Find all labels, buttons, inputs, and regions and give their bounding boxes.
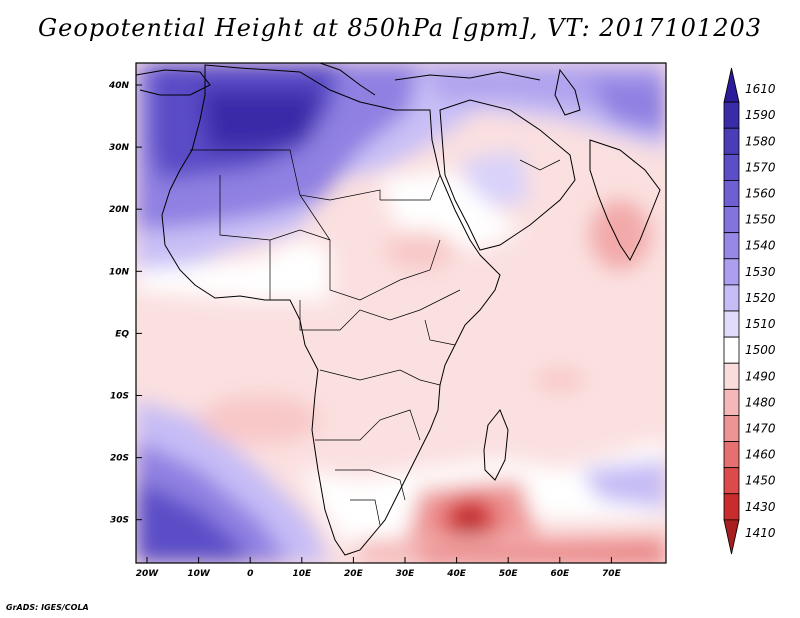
colorbar-swatch [723,519,740,555]
lat-tick-label: 30S [110,516,129,526]
colorbar-label: 1500 [745,343,776,357]
lon-tick-label: 70E [602,569,622,579]
lon-tick-label: 60E [550,569,570,579]
colorbar-swatch [723,153,740,181]
colorbar-swatch [723,388,740,416]
lat-tick-label: 20S [110,454,129,464]
colorbar-label: 1560 [745,187,776,201]
colorbar-label: 1490 [745,369,776,383]
colorbar-label: 1470 [745,422,776,436]
lat-tick-label: 40N [108,81,130,91]
colorbar-label: 1580 [745,134,776,148]
lat-tick-label: 10S [110,392,129,402]
colorbar-swatch [723,493,740,521]
colorbar-swatch [723,258,740,286]
colorbar-label: 1480 [745,395,776,409]
colorbar-label: 1570 [745,160,776,174]
colorbar-label: 1510 [745,317,776,331]
colorbar-swatch [723,441,740,469]
colorbar-label: 1540 [745,239,776,253]
colorbar-swatch [723,467,740,495]
longitude-axis: 20W 10W 0 10E 20E 30E 40E 50E 60E 70E [136,557,622,579]
colorbar-label: 1590 [745,108,776,122]
colorbar-label: 1430 [745,500,776,514]
plot-frame [135,62,667,564]
map-plot-area [136,63,666,563]
lon-tick-label: 10W [187,569,211,579]
colorbar-swatch [723,206,740,234]
coastlines [136,63,661,556]
country-borders [190,149,561,526]
lat-tick-label: 30N [109,143,130,153]
lon-tick-label: 0 [247,569,253,579]
lon-tick-label: 20E [344,569,364,579]
colorbar-label: 1450 [745,474,776,488]
colorbar-label: 1530 [745,265,776,279]
colorbar-label: 1610 [745,82,776,96]
lon-tick-label: 50E [499,569,519,579]
colorbar-swatch [723,415,740,442]
lat-tick-label: 10N [109,267,130,277]
height-field-shading [136,63,666,563]
colorbar-label: 1410 [745,526,776,540]
colorbar-swatch [723,180,740,207]
lat-tick-label: 20N [109,205,130,215]
colorbar-swatch [723,127,740,155]
lon-tick-label: 10E [292,569,312,579]
lat-tick-label: EQ [115,329,129,339]
colorbar-swatch [723,310,740,338]
colorbar-label: 1520 [745,291,776,305]
colorbar: 1610 1590 1580 1570 1560 1550 1540 1530 1520 1510… [723,67,776,555]
colorbar-swatch [723,101,740,129]
map-title: Geopotential Height at 850hPa [gpm], VT:… [38,14,762,42]
colorbar-label: 1550 [745,213,776,227]
colorbar-swatch [723,67,740,103]
colorbar-swatch [723,284,740,312]
colorbar-swatch [723,336,740,364]
colorbar-swatch [723,232,740,260]
latitude-axis: 40N 30N 20N 10N EQ 10S 20S 30S [108,81,142,526]
lon-tick-label: 40E [446,569,467,579]
lon-tick-label: 20W [136,569,160,579]
footer-credit: GrADS: IGES/COLA [6,603,89,612]
colorbar-swatch [723,362,740,390]
lon-tick-label: 30E [396,569,416,579]
colorbar-label: 1460 [745,448,776,462]
